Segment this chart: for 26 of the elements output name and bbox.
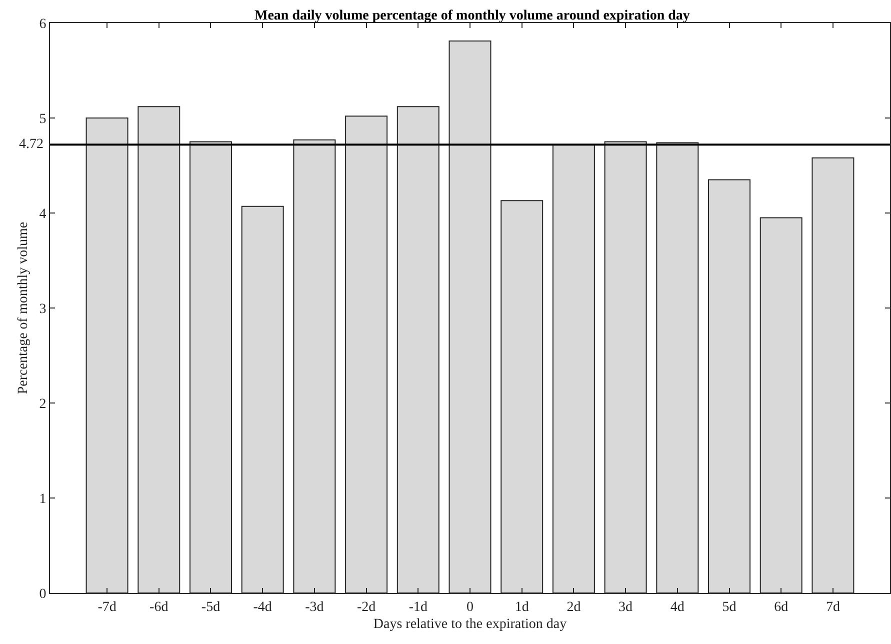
y-tick-label: 0 [39, 586, 46, 602]
x-tick-label: 5d [722, 600, 736, 615]
ref-line-label: 4.72 [19, 137, 44, 152]
x-tick-label: 0 [466, 600, 474, 615]
y-tick-label: 2 [39, 396, 46, 412]
x-axis-title: Days relative to the expiration day [373, 617, 567, 632]
x-tick-label: -7d [98, 600, 116, 615]
y-axis-title: Percentage of monthly volume [16, 222, 31, 394]
x-tick-label: -1d [408, 600, 428, 615]
x-tick-label: 2d [566, 600, 581, 615]
chart-title: Mean daily volume percentage of monthly volume around expiration day [254, 8, 690, 24]
y-tick-label: 5 [39, 112, 46, 127]
x-tick-label: 7d [826, 600, 840, 615]
x-tick-label: 3d [618, 600, 633, 615]
x-tick-label: 4d [670, 600, 684, 615]
y-tick-label: 3 [39, 302, 46, 317]
x-tick-label: -6d [150, 600, 168, 615]
x-tick-label: -3d [305, 600, 324, 615]
x-tick-label: 1d [514, 600, 529, 615]
y-tick-label: 1 [39, 492, 46, 507]
y-tick-label: 4 [39, 206, 46, 222]
y-tick-label: 6 [39, 16, 46, 32]
x-tick-label: -4d [253, 600, 272, 615]
x-tick-label: -2d [356, 600, 376, 615]
x-tick-label: 6d [774, 600, 788, 615]
x-tick-label: -5d [201, 600, 220, 615]
